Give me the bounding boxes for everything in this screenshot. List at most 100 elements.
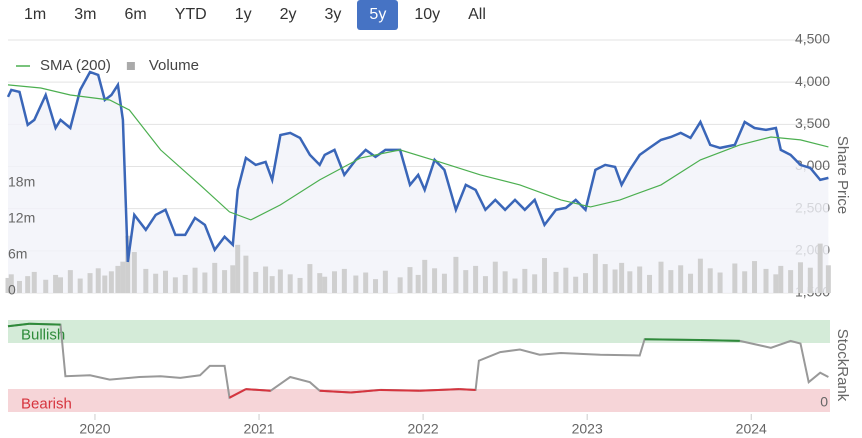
volume-bar bbox=[31, 271, 37, 293]
volume-bar bbox=[592, 253, 598, 293]
volume-bar bbox=[230, 265, 236, 293]
volume-bar bbox=[473, 265, 479, 293]
volume-bar bbox=[637, 266, 643, 293]
volume-bar bbox=[817, 243, 823, 293]
range-button[interactable]: 3y bbox=[324, 6, 342, 23]
volume-bar bbox=[322, 276, 328, 293]
range-button[interactable]: 1y bbox=[234, 6, 252, 23]
rank-band bbox=[8, 320, 830, 343]
rank-segment bbox=[245, 388, 271, 392]
volume-bar bbox=[773, 274, 779, 293]
volume-bar bbox=[422, 259, 428, 293]
volume-bar bbox=[153, 273, 159, 293]
range-button[interactable]: 3m bbox=[74, 6, 97, 23]
rank-segment bbox=[7, 322, 30, 328]
volume-bar bbox=[583, 273, 589, 293]
legend-label: Volume bbox=[149, 57, 199, 74]
range-button[interactable]: 2y bbox=[279, 6, 297, 23]
y-tick-label: 3,500 bbox=[795, 115, 830, 131]
volume-bar bbox=[253, 271, 259, 293]
volume-bar bbox=[287, 274, 293, 293]
range-button[interactable]: 10y bbox=[414, 6, 441, 23]
volume-bar bbox=[707, 268, 713, 293]
volume-bar bbox=[353, 275, 359, 293]
volume-bar bbox=[678, 265, 684, 293]
volume-bar bbox=[108, 271, 114, 293]
price-area bbox=[8, 72, 829, 293]
volume-bar bbox=[627, 271, 633, 293]
volume-bar bbox=[341, 268, 347, 293]
band-label: Bearish bbox=[21, 395, 72, 412]
volume-bar bbox=[222, 270, 228, 293]
volume-bar bbox=[532, 274, 538, 293]
volume-bar bbox=[742, 271, 748, 293]
y2-tick-label: 6m bbox=[8, 246, 27, 262]
range-button[interactable]: YTD bbox=[174, 6, 207, 23]
volume-bar bbox=[77, 278, 83, 293]
rank-segment bbox=[229, 388, 247, 399]
volume-bar bbox=[269, 276, 275, 293]
rank-tick-label: 0 bbox=[820, 394, 828, 410]
volume-bar bbox=[463, 270, 469, 293]
x-tick-label: 2022 bbox=[408, 421, 439, 437]
volume-bar bbox=[307, 264, 313, 293]
volume-bar bbox=[382, 270, 388, 293]
volume-bar bbox=[297, 277, 303, 293]
sma-line bbox=[7, 84, 829, 221]
y2-tick-label: 18m bbox=[8, 173, 35, 189]
volume-bar bbox=[16, 280, 22, 293]
range-buttons: 1m 3m 6m YTD 1y 2y 3y 5y 10y All bbox=[12, 0, 498, 30]
volume-bar bbox=[407, 267, 413, 293]
y2-tick-label: 0 bbox=[8, 282, 16, 298]
volume-bar bbox=[732, 263, 738, 293]
range-button[interactable]: 1m bbox=[24, 6, 47, 23]
rank-segment bbox=[419, 388, 460, 392]
rank-segment bbox=[700, 339, 740, 342]
volume-bar bbox=[512, 278, 518, 293]
range-button[interactable]: 6m bbox=[124, 6, 147, 23]
volume-bar bbox=[263, 266, 269, 293]
volume-bar bbox=[825, 265, 831, 293]
volume-bar bbox=[602, 264, 608, 293]
volume-bar bbox=[8, 274, 14, 293]
x-tick-label: 2023 bbox=[572, 421, 603, 437]
band-label: Bullish bbox=[21, 326, 65, 343]
volume-bar bbox=[542, 258, 548, 293]
volume-bar bbox=[95, 268, 101, 293]
volume-bar bbox=[797, 262, 803, 293]
volume-bar bbox=[573, 276, 579, 293]
volume-bar bbox=[752, 261, 758, 293]
volume-bar bbox=[332, 271, 338, 293]
y-axis-title: StockRank bbox=[834, 329, 851, 402]
rank-segment bbox=[459, 388, 476, 391]
volume-bar bbox=[120, 261, 126, 293]
range-button[interactable]: All bbox=[468, 6, 486, 23]
volume-bar bbox=[763, 268, 769, 293]
volume-bar bbox=[87, 273, 93, 293]
volume-bar bbox=[25, 276, 31, 293]
volume-bar bbox=[212, 262, 218, 293]
volume-bar bbox=[277, 269, 283, 293]
volume-bar bbox=[163, 270, 169, 293]
volume-bar bbox=[125, 235, 131, 293]
volume-bar bbox=[612, 269, 618, 293]
volume-bar bbox=[53, 274, 59, 293]
range-button[interactable]: 5y bbox=[357, 0, 399, 30]
volume-bar bbox=[482, 276, 488, 293]
volume-bar bbox=[235, 244, 241, 293]
y2-tick-label: 12m bbox=[8, 209, 35, 225]
volume-bar bbox=[432, 268, 438, 293]
volume-bar bbox=[397, 277, 403, 293]
x-tick-label: 2024 bbox=[736, 421, 767, 437]
volume-bar bbox=[102, 275, 108, 293]
x-tick-label: 2020 bbox=[79, 421, 110, 437]
volume-bar bbox=[115, 265, 121, 293]
volume-bar bbox=[717, 272, 723, 293]
volume-bar bbox=[172, 277, 178, 293]
volume-bar bbox=[202, 272, 208, 293]
rank-segment bbox=[350, 388, 381, 394]
volume-bar bbox=[619, 262, 625, 293]
volume-bar bbox=[502, 271, 508, 293]
volume-bar bbox=[5, 277, 11, 293]
